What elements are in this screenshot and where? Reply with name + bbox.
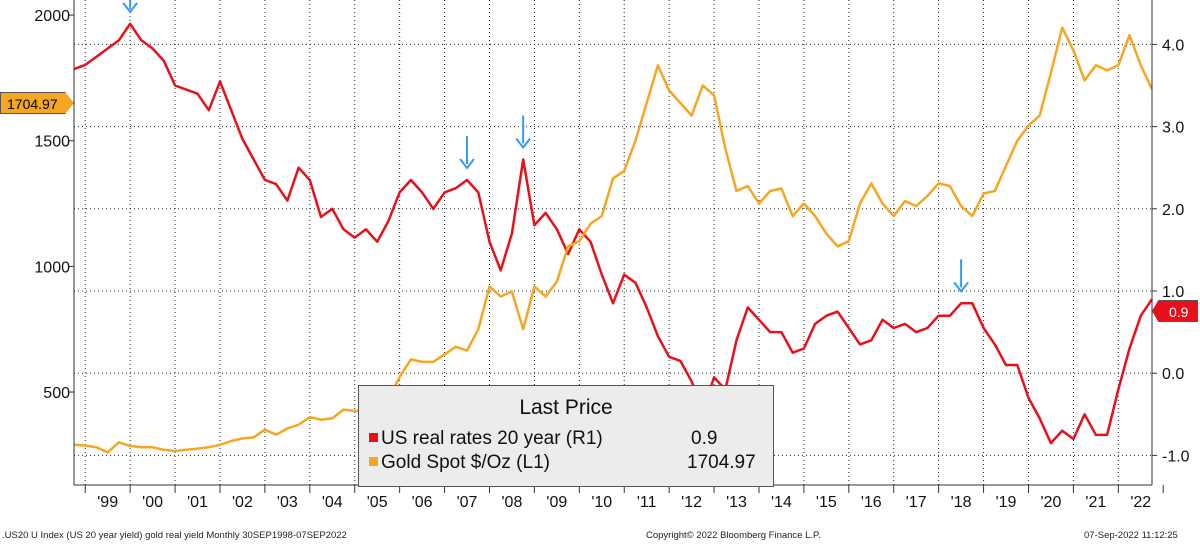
left-axis-ticks: 500 1000 1500 2000 <box>34 8 74 402</box>
x-tick-label: '07 <box>457 494 478 511</box>
x-tick-label: '00 <box>142 494 163 511</box>
real-rates-line <box>73 22 1154 445</box>
x-tick-label: '06 <box>412 494 433 511</box>
x-tick-label: '09 <box>546 494 567 511</box>
down-arrow-head <box>459 158 475 170</box>
x-tick-label: '01 <box>187 494 208 511</box>
annotation-arrows <box>122 0 969 293</box>
right-tick-label: 3.0 <box>1162 120 1184 137</box>
right-tick-label: -1.0 <box>1162 448 1190 465</box>
x-tick-label: '10 <box>591 494 612 511</box>
x-tick-label: '02 <box>232 494 253 511</box>
x-tick-label: '20 <box>1041 494 1062 511</box>
x-tick-label: '17 <box>906 494 927 511</box>
legend-entry-gold: Gold Spot $/Oz (L1) <box>369 452 550 474</box>
right-axis-ticks: -1.0 0.0 1.0 2.0 3.0 4.0 <box>1152 37 1190 465</box>
series-layer <box>73 22 1154 454</box>
x-axis-ticks: '99 '00 '01 '02 '03 '04 '05 '06 '07 '08 '09 '10 '11 '… <box>84 485 1164 511</box>
down-arrow-head <box>953 281 969 293</box>
legend-value-real-rates: 0.9 <box>691 428 718 449</box>
x-tick-label: '14 <box>771 494 792 511</box>
last-price-tag-gold: 1704.97 <box>0 92 74 114</box>
x-tick-label: '19 <box>996 494 1017 511</box>
left-tick-label: 1500 <box>34 134 70 151</box>
legend-label-real-rates: US real rates 20 year (R1) <box>381 428 603 449</box>
down-arrow-annotation <box>953 259 969 293</box>
x-tick-label: '03 <box>277 494 298 511</box>
legend: Last Price US real rates 20 year (R1) 0.… <box>358 385 774 487</box>
last-price-tag-real-rates: 0.9 <box>1152 300 1198 322</box>
left-tick-label: 1000 <box>34 259 70 276</box>
legend-entry-real-rates: US real rates 20 year (R1) <box>369 428 603 450</box>
x-tick-label: '12 <box>681 494 702 511</box>
x-tick-label: '04 <box>322 494 343 511</box>
legend-swatch-orange <box>369 457 378 466</box>
footer-copyright: Copyright© 2022 Bloomberg Finance L.P. <box>646 530 821 541</box>
right-tick-label: 0.0 <box>1162 366 1184 383</box>
legend-swatch-red <box>369 433 378 442</box>
legend-title: Last Price <box>519 396 613 419</box>
down-arrow-annotation <box>515 115 531 150</box>
x-tick-label: '18 <box>951 494 972 511</box>
x-tick-label: '15 <box>816 494 837 511</box>
down-arrow-head <box>122 2 138 14</box>
legend-label-gold: Gold Spot $/Oz (L1) <box>381 452 550 473</box>
down-arrow-head <box>515 137 531 150</box>
right-tick-label: 4.0 <box>1162 37 1184 54</box>
down-arrow-annotation <box>122 0 138 14</box>
x-tick-label: '05 <box>367 494 388 511</box>
x-tick-label: '21 <box>1085 494 1106 511</box>
footer-source: .US20 U Index (US 20 year yield) gold re… <box>2 530 347 541</box>
left-tick-label: 2000 <box>34 8 70 25</box>
right-tick-label: 2.0 <box>1162 202 1184 219</box>
right-tick-label: 1.0 <box>1162 284 1184 301</box>
legend-value-gold: 1704.97 <box>687 452 756 473</box>
x-tick-label: '08 <box>502 494 523 511</box>
x-tick-label: '11 <box>637 494 657 511</box>
x-tick-label: '16 <box>861 494 882 511</box>
x-tick-label: '22 <box>1130 494 1151 511</box>
x-tick-label: '99 <box>97 494 118 511</box>
x-tick-label: '13 <box>726 494 747 511</box>
left-tick-label: 500 <box>43 385 70 402</box>
gold-spot-line <box>73 26 1154 454</box>
footer-timestamp: 07-Sep-2022 11:12:25 <box>1084 530 1178 541</box>
down-arrow-annotation <box>459 136 475 170</box>
